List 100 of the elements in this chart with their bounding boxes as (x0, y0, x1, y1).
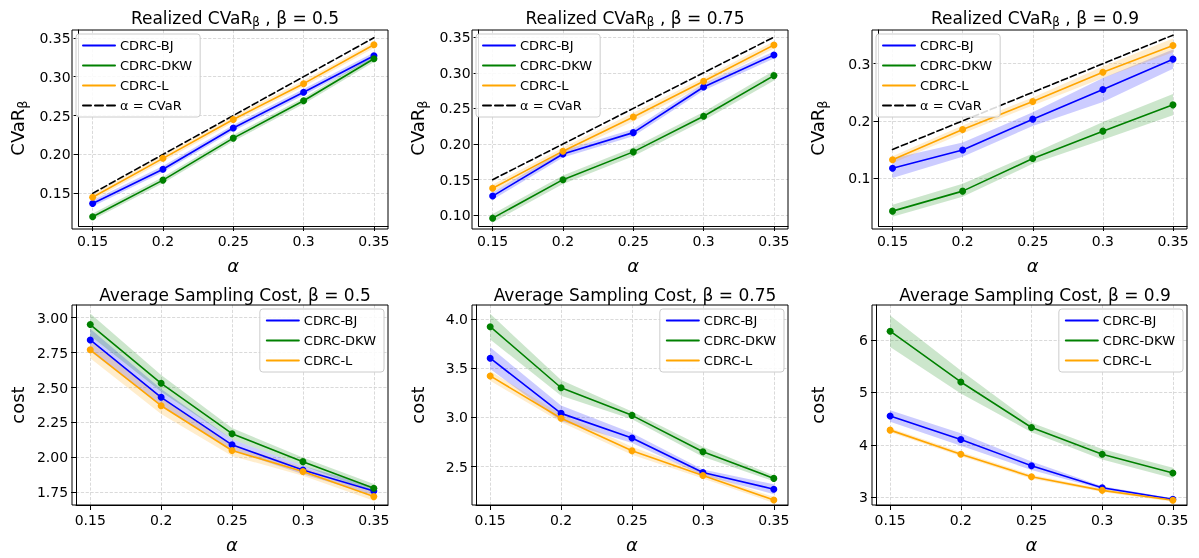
point (486, 372, 494, 380)
x-tick-label: 0.35 (1157, 512, 1189, 528)
x-axis-title: α (626, 533, 639, 555)
x-tick-label: 0.3 (1091, 512, 1114, 528)
x-axis-title: α (227, 254, 240, 276)
y-tick-label: 2.5 (445, 458, 468, 475)
legend-label: CDRC-L (120, 78, 170, 93)
x-tick-label: 0.3 (291, 512, 315, 528)
point (959, 187, 967, 195)
x-axis-title: α (627, 254, 640, 276)
x-tick-label: 0.3 (691, 512, 715, 528)
point (889, 164, 897, 172)
point (629, 129, 637, 137)
x-tick-label: 0.2 (951, 233, 974, 249)
point (89, 193, 97, 201)
legend-label: CDRC-BJ (703, 313, 758, 328)
y-tick-label: 4 (859, 436, 869, 453)
y-tick-label: 0.1 (848, 170, 871, 186)
x-tick-label: 0.15 (74, 512, 106, 528)
legend-label: CDRC-DKW (520, 58, 593, 73)
point (559, 176, 567, 184)
legend-label: CDRC-BJ (120, 38, 174, 53)
point (770, 72, 778, 80)
x-tick-label: 0.15 (874, 512, 906, 528)
x-tick-label: 0.35 (758, 512, 790, 528)
x-tick-label: 0.3 (692, 233, 715, 249)
y-tick-label: 0.20 (439, 136, 471, 153)
point (1028, 462, 1035, 470)
y-tick-label: 3 (859, 489, 868, 506)
y-axis-title: CVaRβ (406, 100, 430, 156)
x-tick-label: 0.2 (151, 233, 175, 249)
point (1169, 41, 1177, 49)
point (300, 88, 308, 96)
legend-label: CDRC-BJ (1102, 313, 1157, 328)
point (886, 426, 894, 434)
y-tick-label: 0.30 (39, 68, 71, 85)
x-axis-title: α (226, 533, 239, 555)
x-tick-label: 0.2 (949, 512, 972, 528)
legend-label: CDRC-DKW (703, 333, 777, 348)
point (300, 97, 308, 105)
point (228, 446, 236, 454)
x-tick-label: 0.3 (1091, 233, 1114, 249)
y-tick-label: 1.75 (36, 484, 69, 501)
y-tick-label: 3.0 (445, 409, 468, 426)
point (557, 384, 565, 392)
y-tick-label: 2.25 (36, 414, 69, 431)
y-axis-title: cost (806, 386, 828, 424)
y-tick-label: 0.30 (439, 64, 471, 81)
x-tick-label: 0.35 (758, 233, 790, 249)
y-tick-label: 0.20 (39, 146, 71, 163)
y-tick-label: 0.35 (39, 29, 71, 46)
y-tick-label: 0.15 (39, 185, 71, 202)
point (1029, 115, 1037, 123)
x-tick-label: 0.35 (358, 233, 390, 249)
point (1029, 155, 1037, 163)
point (89, 213, 97, 221)
point (957, 378, 965, 386)
point (489, 192, 497, 200)
point (1029, 97, 1037, 105)
x-tick-label: 0.2 (150, 512, 173, 528)
point (770, 485, 778, 493)
point (699, 448, 707, 456)
legend-label: CDRC-L (520, 78, 570, 93)
point (700, 112, 708, 120)
point (1099, 68, 1107, 76)
x-tick-label: 0.2 (551, 233, 575, 249)
point (957, 450, 965, 458)
point (86, 346, 94, 354)
y-tick-label: 0.25 (439, 100, 471, 117)
chart-title: Average Sampling Cost, β = 0.75 (493, 284, 777, 305)
point (628, 447, 636, 455)
point (300, 80, 308, 88)
chart-title: Average Sampling Cost, β = 0.5 (99, 284, 371, 305)
point (159, 165, 167, 173)
legend-label: CDRC-DKW (1102, 333, 1176, 348)
x-axis-title: α (1025, 533, 1038, 555)
point (770, 496, 778, 504)
x-tick-label: 0.2 (549, 512, 573, 528)
point (1098, 450, 1106, 458)
x-axis-title: α (1026, 254, 1039, 276)
y-tick-label: 4.0 (445, 310, 468, 327)
legend-label: CDRC-L (920, 78, 970, 93)
chart-title: Average Sampling Cost, β = 0.9 (899, 284, 1171, 305)
point (1028, 424, 1035, 432)
legend-label: α = CVaR (920, 98, 982, 113)
y-tick-label: 2.00 (36, 449, 69, 466)
x-tick-label: 0.15 (477, 233, 509, 249)
x-tick-label: 0.25 (1015, 512, 1048, 528)
point (486, 354, 494, 362)
x-tick-label: 0.35 (358, 512, 390, 528)
y-axis-title: cost (406, 386, 428, 424)
x-tick-label: 0.25 (616, 512, 648, 528)
y-tick-label: 5 (859, 384, 868, 401)
point (770, 474, 778, 482)
point (299, 458, 307, 466)
x-tick-label: 0.3 (292, 233, 315, 249)
point (86, 336, 94, 344)
point (228, 430, 236, 438)
point (159, 154, 167, 162)
point (1169, 469, 1177, 477)
